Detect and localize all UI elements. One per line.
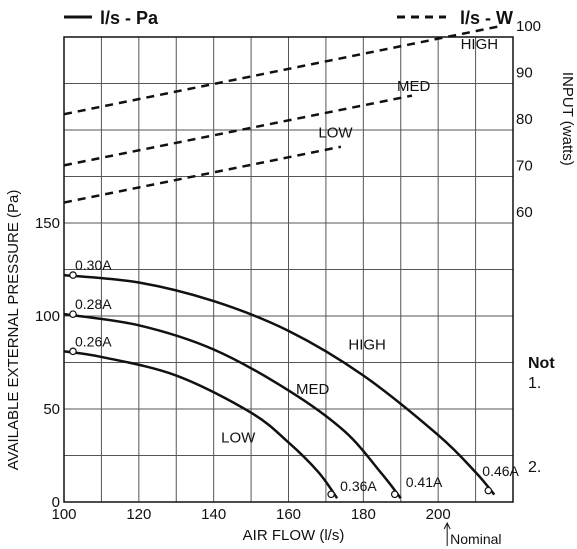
x-axis-title: AIR FLOW (l/s) xyxy=(243,527,345,544)
input-line-high xyxy=(63,24,503,116)
curve-end-marker xyxy=(390,490,399,499)
y2-tick-label: 80 xyxy=(516,111,533,128)
note-2-number: 2. xyxy=(528,459,542,476)
chart-grid xyxy=(63,36,514,503)
legend-solid-label: l/s - Pa xyxy=(100,8,159,28)
y2-axis-title: INPUT (watts) xyxy=(559,72,576,166)
y-tick-label: 100 xyxy=(35,308,60,325)
nominal-label: Nominal xyxy=(450,531,501,547)
curve-start-current-label: 0.30A xyxy=(75,257,112,273)
x-tick-label: 120 xyxy=(126,506,151,523)
pressure-curve-med xyxy=(63,312,402,500)
input-line-name-high: HIGH xyxy=(461,36,499,53)
x-tick-label: 140 xyxy=(201,506,226,523)
curve-end-marker xyxy=(327,490,335,499)
pressure-curve-name-high: HIGH xyxy=(348,336,386,353)
chart-labels: 100 120 140 160 180 200 0 50 100 150 60 70 80 90 100 AI… xyxy=(5,18,576,547)
x-tick-label: 160 xyxy=(276,506,301,523)
nominal-arrow-icon xyxy=(443,521,451,530)
curve-end-current-label: 0.36A xyxy=(340,478,377,494)
curve-start-current-label: 0.26A xyxy=(75,333,112,349)
pressure-curves xyxy=(63,273,496,500)
pressure-curve-high xyxy=(63,273,496,496)
x-tick-label: 200 xyxy=(426,506,451,523)
input-line-name-low: LOW xyxy=(318,124,353,141)
input-line-med xyxy=(63,94,413,167)
pressure-curve-low xyxy=(63,350,339,500)
pressure-curve-name-low: LOW xyxy=(221,429,256,446)
curve-markers xyxy=(69,271,493,499)
curve-start-marker xyxy=(69,271,77,279)
curve-end-current-label: 0.41A xyxy=(406,474,443,490)
note-1-number: 1. xyxy=(528,375,542,392)
plot-frame xyxy=(63,36,514,503)
curve-end-current-label: 0.46A xyxy=(482,463,519,479)
input-line-low xyxy=(63,145,342,204)
x-tick-label: 180 xyxy=(351,506,376,523)
y-tick-label: 50 xyxy=(43,401,60,418)
y-tick-label: 150 xyxy=(35,215,60,232)
pressure-curve-name-med: MED xyxy=(296,381,330,398)
curve-start-marker xyxy=(69,347,77,356)
curve-start-marker xyxy=(69,310,77,318)
y2-tick-label: 90 xyxy=(516,64,533,81)
input-lines xyxy=(63,24,503,204)
y2-tick-label: 70 xyxy=(516,157,533,174)
y2-tick-label: 100 xyxy=(516,18,541,35)
y-tick-label: 0 xyxy=(52,494,60,511)
notes-title: Not xyxy=(528,355,555,372)
y2-tick-label: 60 xyxy=(516,204,533,221)
input-line-name-med: MED xyxy=(397,78,431,95)
y-axis-title: AVAILABLE EXTERNAL PRESSURE (Pa) xyxy=(5,190,22,471)
curve-start-current-label: 0.28A xyxy=(75,296,112,312)
curve-end-marker xyxy=(484,486,493,495)
legend-dashed-label: l/s - W xyxy=(460,8,513,28)
x-tick-label: 100 xyxy=(51,506,76,523)
